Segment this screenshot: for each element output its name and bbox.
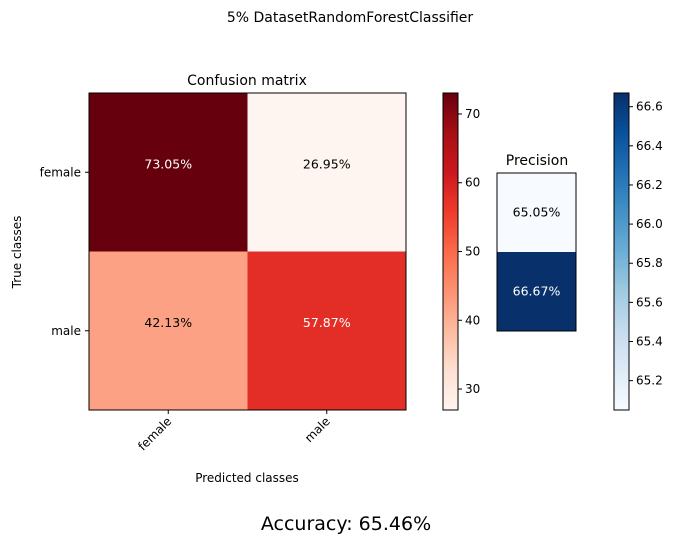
accuracy-text: Accuracy: 65.46% — [261, 513, 431, 535]
blues-colorbar-gradient — [613, 92, 630, 411]
colorbar-tick-label: 70 — [465, 107, 480, 121]
cm-cell-1-1 — [247, 251, 407, 411]
x-axis-label: Predicted classes — [195, 471, 299, 485]
colorbar-tick-label: 66.6 — [636, 100, 663, 114]
cm-cell-label-0-1: 26.95% — [303, 156, 351, 171]
reds-colorbar-ticks: 30 40 50 60 70 — [458, 107, 480, 396]
confusion-matrix-cells — [89, 93, 407, 411]
cm-cell-label-1-1: 57.87% — [303, 315, 351, 330]
colorbar-tick-label: 65.4 — [636, 335, 663, 349]
colorbar-tick-label: 30 — [465, 382, 480, 396]
precision-cell-labels: 65.05% 66.67% — [513, 205, 561, 299]
precision-cell-label-1: 66.67% — [513, 284, 561, 299]
confusion-matrix-title: Confusion matrix — [187, 73, 307, 89]
colorbar-tick-label: 66.4 — [636, 139, 663, 153]
blues-colorbar-ticks: 65.2 65.4 65.6 65.8 66.0 66.2 66.4 66.6 — [629, 100, 663, 388]
confusion-matrix-cell-labels: 73.05% 26.95% 42.13% 57.87% — [144, 156, 350, 330]
confusion-matrix-chart: Confusion matrix 73.05% 26.95% 42.13% 57.87… — [10, 73, 407, 485]
colorbar-tick-label: 66.0 — [636, 217, 663, 231]
precision-cell-1 — [497, 252, 576, 332]
colorbar-tick-label: 65.6 — [636, 295, 663, 309]
blues-colorbar: 65.2 65.4 65.6 65.8 66.0 66.2 66.4 66.6 — [613, 92, 663, 411]
precision-cell-label-0: 65.05% — [513, 205, 561, 220]
cm-cell-0-0 — [89, 93, 248, 252]
precision-frame — [496, 172, 577, 332]
colorbar-tick-label: 66.2 — [636, 178, 663, 192]
precision-cell-0 — [497, 173, 576, 253]
y-axis-label: True classes — [10, 216, 24, 290]
reds-colorbar: 30 40 50 60 70 — [442, 92, 480, 411]
cm-cell-label-1-0: 42.13% — [144, 315, 192, 330]
cm-cell-0-1 — [247, 93, 407, 252]
colorbar-tick-label: 60 — [465, 176, 480, 190]
figure-title: 5% DatasetRandomForestClassifier — [227, 10, 474, 26]
cm-cell-1-0 — [89, 251, 248, 411]
y-tick-label: female — [40, 165, 81, 179]
y-tick-label: male — [51, 324, 81, 338]
precision-title: Precision — [506, 153, 568, 169]
precision-chart: Precision 65.05% 66.67% — [496, 153, 577, 332]
precision-cells — [497, 173, 576, 332]
cm-cell-label-0-0: 73.05% — [144, 156, 192, 171]
colorbar-tick-label: 65.8 — [636, 256, 663, 270]
colorbar-tick-label: 40 — [465, 313, 480, 327]
colorbar-tick-label: 50 — [465, 245, 480, 259]
confusion-matrix-frame — [88, 92, 407, 411]
colorbar-tick-label: 65.2 — [636, 374, 663, 388]
x-tick-label: male — [302, 414, 333, 445]
reds-colorbar-gradient — [442, 92, 459, 411]
x-tick-label: female — [135, 414, 174, 453]
